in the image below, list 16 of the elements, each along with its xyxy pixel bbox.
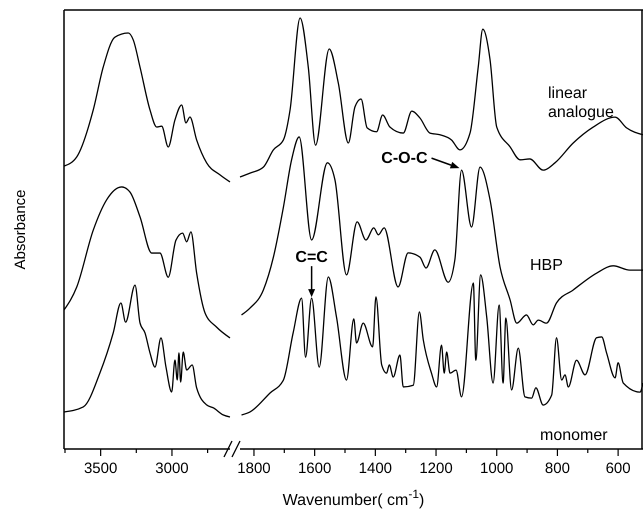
x-tick-label: 1400 — [358, 460, 392, 477]
x-tick-label: 1200 — [419, 460, 453, 477]
annotation: C-O-C — [381, 150, 428, 168]
x-tick-label: 800 — [544, 460, 570, 477]
x-tick-label: 1000 — [480, 460, 514, 477]
x-axis-title: Wavenumber( cm$^{-1}$) — [282, 487, 424, 509]
series-label: HBP — [530, 257, 563, 274]
x-tick-label: 3500 — [84, 460, 118, 477]
annotation: C=C — [295, 249, 328, 266]
series-label: monomer — [540, 427, 608, 444]
x-tick-label: 1600 — [298, 460, 332, 477]
series-label: linear analogue — [548, 85, 614, 121]
y-axis-title: Absorbance — [12, 189, 29, 270]
x-tick-label: 1800 — [237, 460, 271, 477]
x-tick-label: 600 — [606, 460, 631, 477]
x-tick-label: 3000 — [155, 460, 189, 477]
